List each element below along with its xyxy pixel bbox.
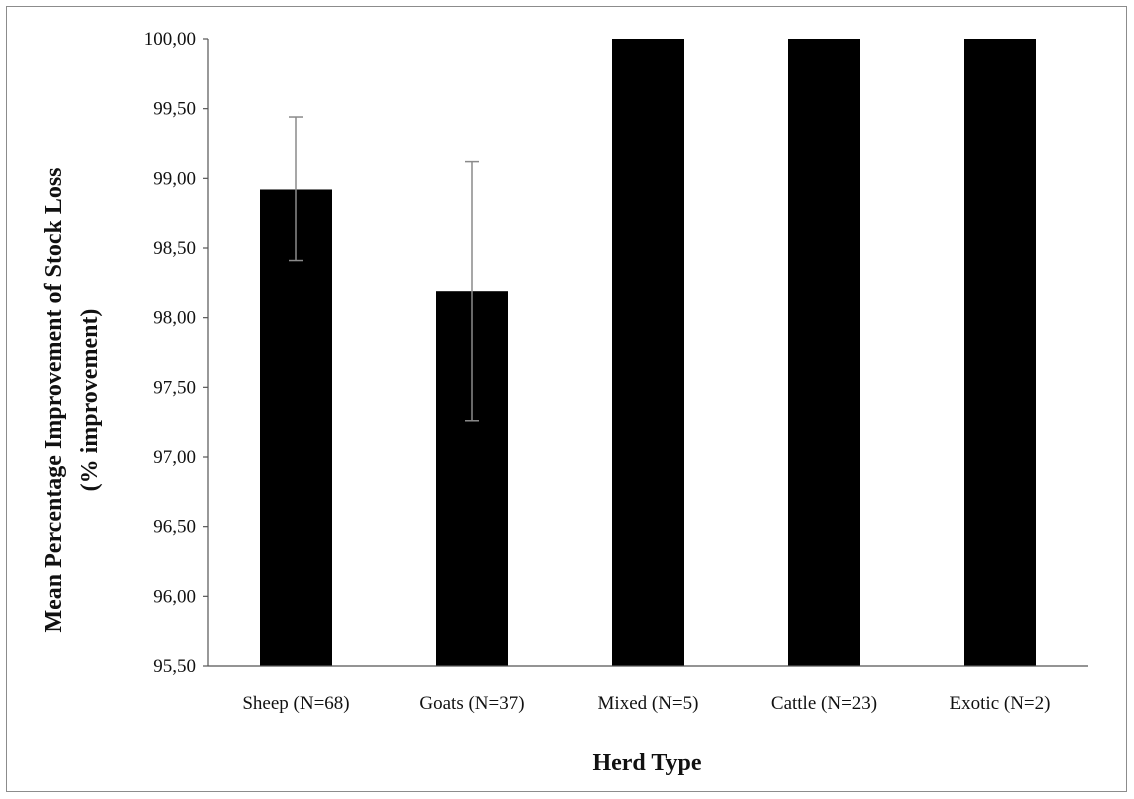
y-tick-label: 99,00 — [153, 168, 196, 189]
x-axis-title: Herd Type — [592, 750, 701, 776]
error-bars — [289, 116, 479, 422]
y-axis-title-line1: Mean Percentage Improvement of Stock Los… — [41, 167, 67, 632]
y-tick-label: 97,50 — [153, 377, 196, 398]
x-tick-labels: Sheep (N=68) Goats (N=37) Mixed (N=5) Cattl… — [242, 693, 1050, 714]
x-tick-label: Sheep (N=68) — [242, 693, 349, 714]
x-tick-label: Goats (N=37) — [419, 693, 524, 714]
y-tick-label: 99,50 — [153, 99, 196, 120]
x-tick-label: Cattle (N=23) — [771, 693, 877, 714]
bar — [612, 39, 684, 666]
y-tick-label: 100,00 — [144, 29, 196, 50]
x-tick-label: Mixed (N=5) — [598, 693, 699, 714]
y-tick-label: 98,00 — [153, 308, 196, 329]
bar — [788, 39, 860, 666]
chart-frame — [6, 6, 1127, 792]
y-tick-label: 96,50 — [153, 517, 196, 538]
y-tick-label: 96,00 — [153, 586, 196, 607]
y-tick-label: 98,50 — [153, 238, 196, 259]
y-tick-label: 95,50 — [153, 656, 196, 677]
y-tick-labels: 95,50 96,00 96,50 97,00 97,50 98,00 98,50 99,00… — [144, 29, 208, 677]
y-tick-label: 97,00 — [153, 447, 196, 468]
bars — [260, 39, 1036, 667]
bar — [260, 189, 332, 667]
x-tick-label: Exotic (N=2) — [950, 693, 1051, 714]
bar — [964, 39, 1036, 666]
y-axis-title-line2: (% improvement) — [77, 309, 103, 492]
